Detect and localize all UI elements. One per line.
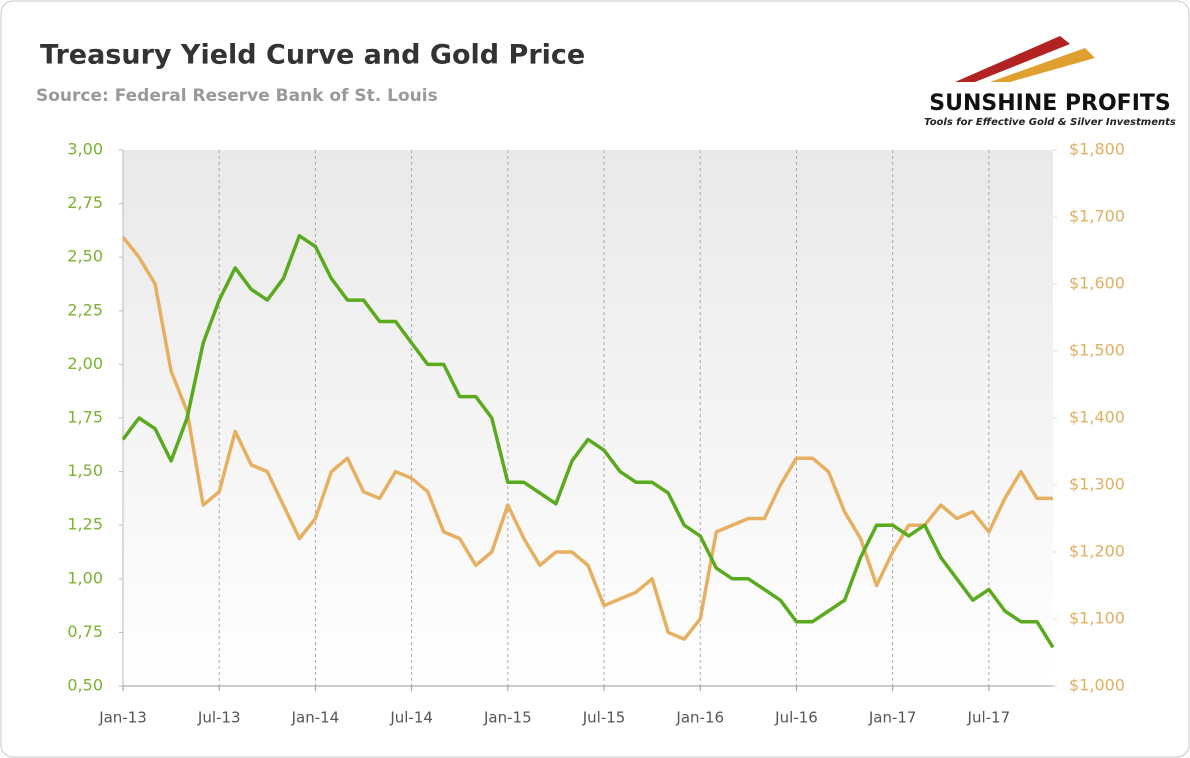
y-tick-label: 2,75 [67,193,103,212]
x-tick-label: Jan-16 [675,709,724,727]
x-tick-label: Jan-15 [483,709,532,727]
y2-tick-label: $1,400 [1069,408,1125,427]
y-tick-label: 2,50 [67,247,103,266]
y-tick-label: 1,25 [67,515,103,534]
x-tick-label: Jul-17 [967,709,1011,727]
series-line [121,234,1055,649]
x-tick-label: Jul-14 [389,709,433,727]
chart-subtitle: Source: Federal Reserve Bank of St. Loui… [36,86,438,106]
series-line [121,236,1053,641]
y-tick-label: 0,50 [67,676,103,695]
logo-tagline: Tools for Effective Gold & Silver Invest… [924,117,1176,128]
y2-tick-label: $1,700 [1069,207,1125,226]
y-tick-label: 2,00 [67,354,103,373]
y-tick-label: 0,75 [67,622,103,641]
y2-tick-label: $1,300 [1069,475,1125,494]
logo-swoosh [990,48,1095,82]
y-tick-label: 3,00 [67,140,103,159]
y2-tick-label: $1,000 [1069,676,1125,695]
logo-swoosh [955,36,1070,82]
y-tick-label: 1,50 [67,461,103,480]
chart-title: Treasury Yield Curve and Gold Price [40,40,585,71]
x-tick-label: Jul-16 [774,709,818,727]
x-tick-label: Jul-15 [582,709,626,727]
y2-tick-label: $1,200 [1069,542,1125,561]
y-tick-label: 2,25 [67,300,103,319]
y2-tick-label: $1,100 [1069,609,1125,628]
x-tick-label: Jan-13 [98,709,147,727]
x-tick-label: Jul-13 [197,709,241,727]
y2-tick-label: $1,500 [1069,341,1125,360]
x-tick-label: Jan-14 [291,709,340,727]
y2-tick-label: $1,800 [1069,140,1125,159]
logo: SUNSHINE PROFITS Tools for Effective Gol… [924,36,1176,128]
y2-tick-label: $1,600 [1069,274,1125,293]
x-tick-label: Jan-17 [868,709,917,727]
y-tick-label: 1,00 [67,568,103,587]
plot-area [123,150,1053,686]
logo-name: SUNSHINE PROFITS [929,91,1171,116]
y-tick-label: 1,75 [67,408,103,427]
